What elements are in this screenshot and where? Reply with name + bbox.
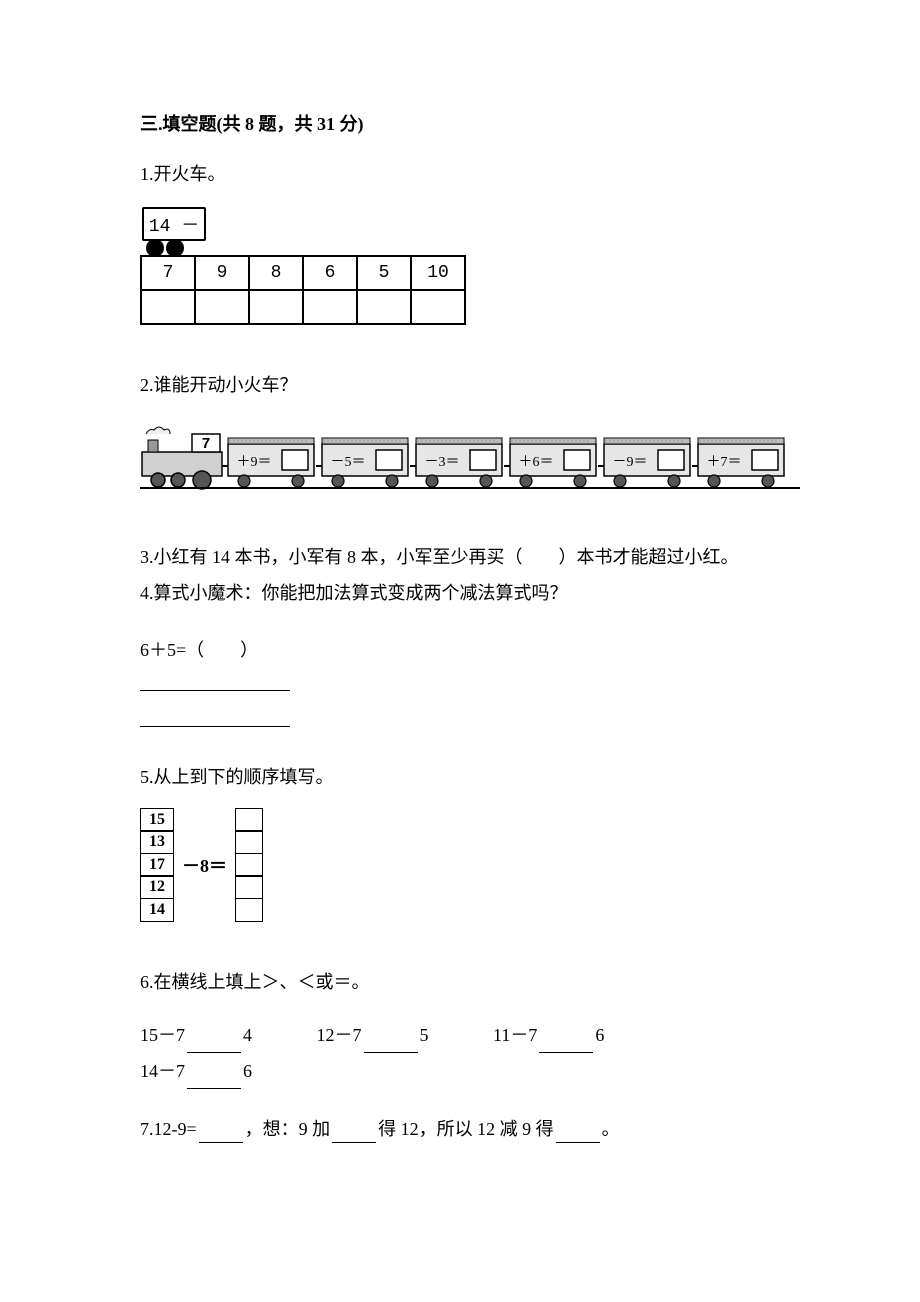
q1-figure: 14 － 7 9 8 6 5 10 — [140, 207, 780, 325]
q1-blank[interactable] — [249, 290, 303, 324]
q2-blank[interactable] — [658, 450, 684, 470]
q5-blank[interactable] — [235, 808, 263, 832]
q7-part: 得 12，所以 12 减 9 得 — [378, 1119, 554, 1139]
q5-blank[interactable] — [235, 853, 263, 877]
wheel-icon — [146, 239, 164, 257]
svg-text:－9＝: －9＝ — [613, 455, 648, 470]
q4-blank-2[interactable] — [140, 709, 290, 727]
q1-cell: 5 — [357, 256, 411, 290]
q5-operator: －8＝ — [182, 852, 227, 878]
q6-rhs: 6 — [243, 1061, 252, 1081]
q2-start-value: 7 — [201, 436, 210, 453]
q3-text: 3.小红有 14 本书，小军有 8 本，小军至少再买（ ）本书才能超过小红。 — [140, 543, 780, 572]
q2-blank[interactable] — [752, 450, 778, 470]
q6-item: 14－7 6 — [140, 1053, 252, 1089]
q5-left-cell: 12 — [140, 875, 174, 899]
section-title: 三.填空题(共 8 题，共 31 分) — [140, 110, 780, 136]
q1-cell: 9 — [195, 256, 249, 290]
q7-blank[interactable] — [556, 1127, 600, 1143]
q7-blank[interactable] — [199, 1127, 243, 1143]
q1-blank[interactable] — [357, 290, 411, 324]
svg-text:－3＝: －3＝ — [425, 455, 460, 470]
q1-blank[interactable] — [141, 290, 195, 324]
q6-blank[interactable] — [364, 1037, 418, 1053]
q7-blank[interactable] — [332, 1127, 376, 1143]
svg-text:＋9＝: ＋9＝ — [237, 455, 272, 470]
q1-table: 7 9 8 6 5 10 — [140, 255, 466, 325]
q5-figure: 15 13 17 12 14 －8＝ — [140, 808, 780, 922]
q7-part: 7.12-9= — [140, 1119, 197, 1139]
svg-text:＋7＝: ＋7＝ — [707, 455, 742, 470]
q5-left-cell: 17 — [140, 853, 174, 877]
q1-blank[interactable] — [195, 290, 249, 324]
q1-train-head: 14 － — [142, 207, 206, 241]
q2-blank[interactable] — [376, 450, 402, 470]
q4-blank-1[interactable] — [140, 673, 290, 691]
q1-blank[interactable] — [411, 290, 465, 324]
q6-lhs: 14－7 — [140, 1061, 185, 1081]
q2-figure: 7 ＋9＝ －5＝ －3＝ ＋6＝ －9＝ ＋7＝ — [140, 418, 780, 497]
q5-left-cell: 14 — [140, 898, 174, 922]
q6-item: 12－7 5 — [317, 1017, 429, 1053]
page: 三.填空题(共 8 题，共 31 分) 1.开火车。 14 － 7 9 8 6 … — [0, 0, 920, 1211]
q5-blank[interactable] — [235, 898, 263, 922]
q5-left-cell: 13 — [140, 830, 174, 854]
q1-wheels — [146, 239, 780, 257]
q1-label: 1.开火车。 — [140, 160, 780, 189]
q7-part: 。 — [602, 1119, 620, 1139]
q1-cell: 8 — [249, 256, 303, 290]
q6-lhs: 11－7 — [493, 1025, 537, 1045]
q6-lhs: 12－7 — [317, 1025, 362, 1045]
q5-right-col — [235, 808, 263, 922]
table-row — [141, 290, 465, 324]
q6-blank[interactable] — [539, 1037, 593, 1053]
table-row: 7 9 8 6 5 10 — [141, 256, 465, 290]
q6-rhs: 4 — [243, 1025, 252, 1045]
q6-item: 15－7 4 — [140, 1017, 252, 1053]
q2-train-svg: 7 ＋9＝ －5＝ －3＝ ＋6＝ －9＝ ＋7＝ — [140, 418, 800, 492]
q1-cell: 6 — [303, 256, 357, 290]
q2-blank[interactable] — [470, 450, 496, 470]
q6-blank[interactable] — [187, 1037, 241, 1053]
q5-blank[interactable] — [235, 830, 263, 854]
q5-blank[interactable] — [235, 875, 263, 899]
q2-blank[interactable] — [564, 450, 590, 470]
q2-blank[interactable] — [282, 450, 308, 470]
svg-text:－5＝: －5＝ — [331, 455, 366, 470]
locomotive-icon: 7 — [142, 427, 222, 489]
q2-label: 2.谁能开动小火车？ — [140, 371, 780, 400]
q4-label: 4.算式小魔术：你能把加法算式变成两个减法算式吗？ — [140, 579, 780, 608]
q5-left-cell: 15 — [140, 808, 174, 832]
svg-text:＋6＝: ＋6＝ — [519, 455, 554, 470]
q6-items: 15－7 4 12－7 5 11－7 6 14－7 6 — [140, 1017, 780, 1089]
q6-rhs: 6 — [595, 1025, 604, 1045]
q1-cell: 10 — [411, 256, 465, 290]
q7-part: ，想：9 加 — [245, 1119, 331, 1139]
q6-blank[interactable] — [187, 1073, 241, 1089]
q5-left-col: 15 13 17 12 14 — [140, 808, 174, 922]
q4-expr: 6＋5=（ ） — [140, 636, 780, 665]
q6-lhs: 15－7 — [140, 1025, 185, 1045]
wheel-icon — [166, 239, 184, 257]
q1-blank[interactable] — [303, 290, 357, 324]
q6-rhs: 5 — [420, 1025, 429, 1045]
q6-label: 6.在横线上填上＞、＜或＝。 — [140, 968, 780, 997]
q6-item: 11－7 6 — [493, 1017, 604, 1053]
q7-text: 7.12-9= ，想：9 加 得 12，所以 12 减 9 得 。 — [140, 1115, 780, 1144]
q1-cell: 7 — [141, 256, 195, 290]
q5-label: 5.从上到下的顺序填写。 — [140, 763, 780, 792]
